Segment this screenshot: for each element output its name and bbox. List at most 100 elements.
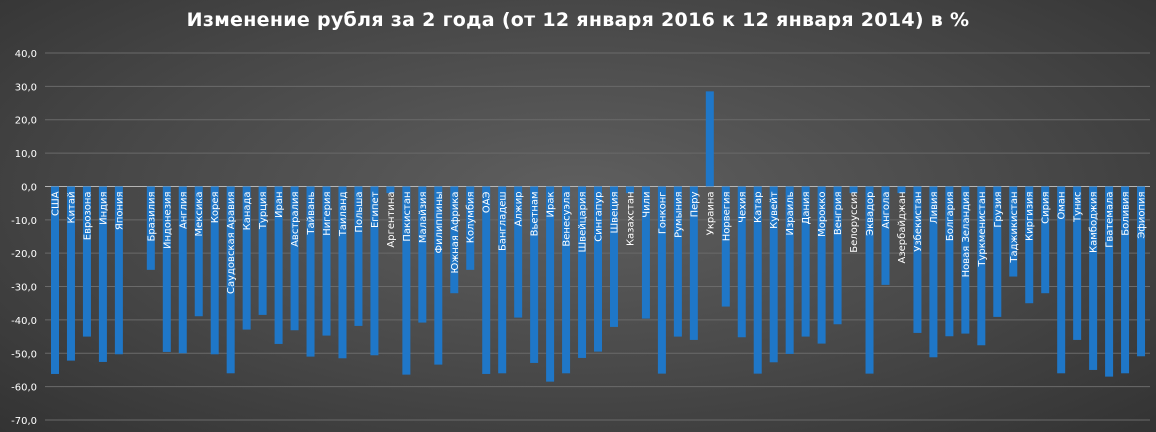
- bar: [338, 186, 347, 359]
- bar: [1025, 186, 1034, 304]
- bar: [66, 186, 75, 361]
- category-label: Англия: [178, 191, 189, 229]
- bar: [466, 186, 475, 270]
- bar: [114, 186, 123, 355]
- category-label: Австралия: [290, 191, 301, 246]
- category-label: Сирия: [1041, 191, 1052, 223]
- y-tick-label: 20,0: [15, 116, 37, 127]
- y-tick-label: 10,0: [15, 149, 37, 160]
- category-label: Грузия: [993, 191, 1004, 227]
- category-label: Еврозона: [82, 191, 93, 240]
- y-tick-label: -40,0: [11, 316, 37, 327]
- category-label: Корея: [210, 191, 221, 223]
- bar: [737, 186, 746, 338]
- category-label: Ирак: [546, 191, 557, 217]
- bar: [913, 186, 922, 333]
- y-tick-label: -60,0: [11, 383, 37, 394]
- bar: [322, 186, 331, 336]
- category-label: Сингапур: [594, 191, 605, 241]
- category-label: Перу: [689, 191, 700, 217]
- category-label: Китай: [66, 191, 77, 223]
- category-label: Южная Африка: [450, 191, 461, 273]
- bar: [226, 186, 235, 374]
- category-label: Киргизия: [1025, 191, 1036, 241]
- bar: [753, 186, 762, 374]
- category-label: Дания: [801, 191, 812, 224]
- category-label: Израиль: [785, 191, 796, 235]
- bar: [546, 186, 555, 382]
- category-label: Аргентина: [386, 191, 397, 247]
- bar: [1073, 186, 1082, 340]
- bar: [274, 186, 283, 344]
- bar: [306, 186, 315, 357]
- category-label: Мороккo: [817, 191, 828, 236]
- bar: [578, 186, 587, 358]
- y-tick-label: -70,0: [11, 416, 37, 427]
- bar: [482, 186, 491, 374]
- bar: [801, 186, 810, 337]
- category-label: Ливия: [929, 191, 940, 223]
- category-label: Азербайджан: [897, 191, 908, 263]
- category-label: Турция: [258, 191, 269, 230]
- bar: [51, 186, 59, 374]
- chart-title: Изменение рубля за 2 года (от 12 января …: [186, 9, 970, 31]
- bar: [961, 186, 970, 334]
- bar: [881, 186, 890, 285]
- category-label: Казахстан: [625, 191, 636, 246]
- bar: [194, 186, 203, 317]
- category-label: Бангладеш: [498, 191, 509, 251]
- bar: [82, 186, 91, 337]
- category-label: Чили: [641, 191, 652, 217]
- bar: [609, 186, 618, 327]
- category-label: Боливия: [1121, 191, 1132, 235]
- bar: [370, 186, 379, 356]
- category-label: Швейцария: [578, 191, 589, 252]
- category-label: Тайвань: [306, 191, 317, 235]
- bar: [98, 186, 107, 362]
- bar: [242, 186, 251, 330]
- bar: [514, 186, 523, 318]
- category-label: ОАЭ: [482, 191, 493, 213]
- bar: [386, 186, 395, 194]
- category-label: Мексика: [194, 191, 205, 236]
- category-label: Таиланд: [338, 191, 349, 237]
- bar: [865, 186, 874, 374]
- category-label: Туркменистан: [977, 191, 988, 267]
- bar: [849, 186, 858, 194]
- y-tick-label: -20,0: [11, 249, 37, 260]
- category-label: Новая Зеландия: [961, 191, 972, 277]
- category-label: Индонезия: [162, 191, 173, 249]
- category-label: Румыния: [673, 191, 684, 237]
- category-label: Норвегия: [721, 191, 732, 241]
- bar: [210, 186, 219, 355]
- category-label: Эфиопия: [1137, 191, 1148, 238]
- category-label: Катар: [753, 191, 764, 223]
- bar: [530, 186, 539, 363]
- bar: [657, 186, 666, 374]
- bar: [1137, 186, 1146, 357]
- bar: [785, 186, 794, 354]
- bar: [1041, 186, 1050, 294]
- bar: [1057, 186, 1066, 374]
- bar: [721, 186, 730, 307]
- category-label: Польша: [354, 191, 365, 232]
- bar: [1105, 186, 1114, 377]
- category-label: Эквадор: [865, 191, 876, 235]
- category-label: Оман: [1057, 191, 1068, 219]
- category-label: Венгрия: [833, 191, 844, 235]
- category-label: Ангола: [881, 191, 892, 228]
- category-label: Тунис: [1073, 191, 1084, 223]
- bar: [945, 186, 954, 337]
- y-tick-label: -50,0: [11, 349, 37, 360]
- bar: [1121, 186, 1130, 374]
- bar: [178, 186, 187, 354]
- y-tick-label: 30,0: [15, 82, 37, 93]
- category-label: Алжир: [514, 191, 525, 226]
- bar: [929, 186, 938, 358]
- bar: [258, 186, 267, 315]
- bar: [769, 186, 778, 363]
- bar: [625, 186, 634, 194]
- category-label: Египет: [370, 191, 381, 228]
- category-label: Иран: [274, 191, 285, 218]
